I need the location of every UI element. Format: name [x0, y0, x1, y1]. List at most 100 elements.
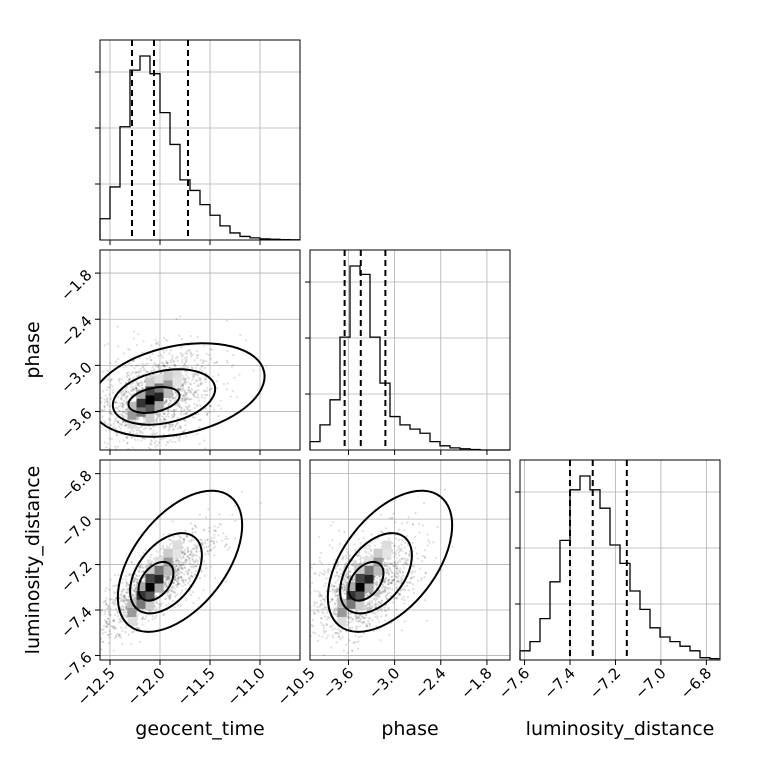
scatter-point: [117, 621, 121, 624]
scatter-point: [378, 595, 382, 598]
y-tick-label: −2.4: [57, 312, 95, 350]
scatter-point: [318, 574, 321, 577]
scatter-point: [313, 562, 316, 566]
scatter-point: [402, 557, 405, 560]
density-cell: [154, 401, 164, 411]
scatter-point: [179, 604, 182, 607]
scatter-point: [103, 344, 106, 347]
scatter-point: [160, 361, 164, 364]
scatter-point: [93, 420, 95, 422]
scatter-point: [197, 597, 201, 600]
scatter-point: [127, 379, 130, 382]
scatter-point: [147, 560, 150, 563]
scatter-point: [191, 555, 194, 559]
scatter-point: [370, 554, 373, 557]
scatter-point: [323, 573, 326, 576]
scatter-point: [104, 631, 107, 634]
scatter-point: [410, 576, 414, 579]
scatter-point: [178, 435, 181, 438]
scatter-point: [203, 546, 206, 549]
scatter-point: [402, 566, 405, 569]
scatter-point: [161, 356, 164, 359]
scatter-point: [189, 593, 193, 597]
scatter-point: [183, 399, 187, 402]
scatter-point: [376, 581, 379, 584]
scatter-point: [125, 390, 128, 393]
scatter-point: [381, 590, 385, 593]
scatter-point: [104, 619, 107, 622]
scatter-point: [365, 593, 369, 596]
scatter-point: [189, 352, 192, 356]
scatter-point: [402, 588, 405, 591]
scatter-point: [162, 364, 165, 367]
scatter-point: [130, 393, 133, 397]
scatter-point: [182, 394, 185, 397]
scatter-point: [173, 360, 176, 363]
scatter-point: [323, 600, 326, 603]
scatter-point: [366, 609, 370, 612]
scatter-point: [410, 572, 413, 575]
scatter-point: [164, 364, 167, 368]
scatter-point: [386, 569, 390, 572]
scatter-point: [125, 423, 128, 426]
scatter-point: [136, 578, 139, 581]
scatter-point: [171, 441, 174, 444]
scatter-point: [423, 549, 427, 552]
scatter-point: [403, 585, 406, 588]
scatter-point: [193, 561, 196, 564]
scatter-point: [406, 562, 409, 565]
scatter-point: [186, 411, 189, 414]
scatter-point: [346, 577, 349, 580]
scatter-point: [319, 603, 322, 607]
scatter-point: [134, 596, 137, 600]
scatter-point: [421, 560, 424, 563]
scatter-point: [164, 581, 167, 584]
scatter-point: [124, 626, 127, 629]
scatter-point: [322, 653, 326, 657]
scatter-point: [132, 388, 135, 391]
scatter-point: [109, 383, 112, 386]
scatter-point: [163, 582, 167, 586]
scatter-point: [392, 544, 396, 547]
y-axis-label-phase: phase: [22, 321, 44, 378]
y-tick-label: −7.4: [57, 603, 95, 641]
scatter-point: [101, 640, 104, 643]
scatter-point: [369, 549, 372, 553]
scatter-point: [167, 538, 171, 541]
scatter-point: [226, 361, 229, 364]
scatter-point: [196, 353, 200, 356]
scatter-point: [417, 579, 420, 582]
density-cell: [154, 374, 164, 384]
scatter-point: [204, 542, 207, 545]
scatter-point: [331, 628, 334, 631]
scatter-point: [130, 561, 134, 564]
scatter-point: [323, 605, 326, 608]
scatter-point: [160, 438, 163, 441]
scatter-point: [325, 577, 328, 580]
scatter-point: [196, 350, 199, 353]
scatter-point: [106, 607, 109, 610]
scatter-point: [122, 588, 125, 591]
scatter-point: [379, 578, 382, 582]
scatter-point: [396, 560, 400, 563]
scatter-point: [186, 571, 189, 575]
scatter-point: [356, 625, 359, 628]
scatter-point: [436, 525, 439, 529]
panel-frame: [309, 459, 511, 661]
scatter-point: [121, 403, 124, 406]
scatter-point: [385, 562, 388, 565]
scatter-point: [377, 610, 380, 613]
scatter-point: [326, 569, 330, 572]
scatter-point: [391, 563, 394, 566]
scatter-point: [191, 527, 194, 531]
scatter-point: [116, 401, 119, 404]
scatter-point: [348, 639, 351, 642]
scatter-point: [163, 417, 166, 420]
scatter-point: [357, 538, 360, 541]
scatter-point: [141, 617, 144, 620]
scatter-point: [180, 564, 183, 567]
scatter-point: [108, 620, 111, 623]
scatter-point: [122, 415, 125, 418]
scatter-point: [203, 390, 207, 393]
scatter-point: [138, 382, 141, 385]
